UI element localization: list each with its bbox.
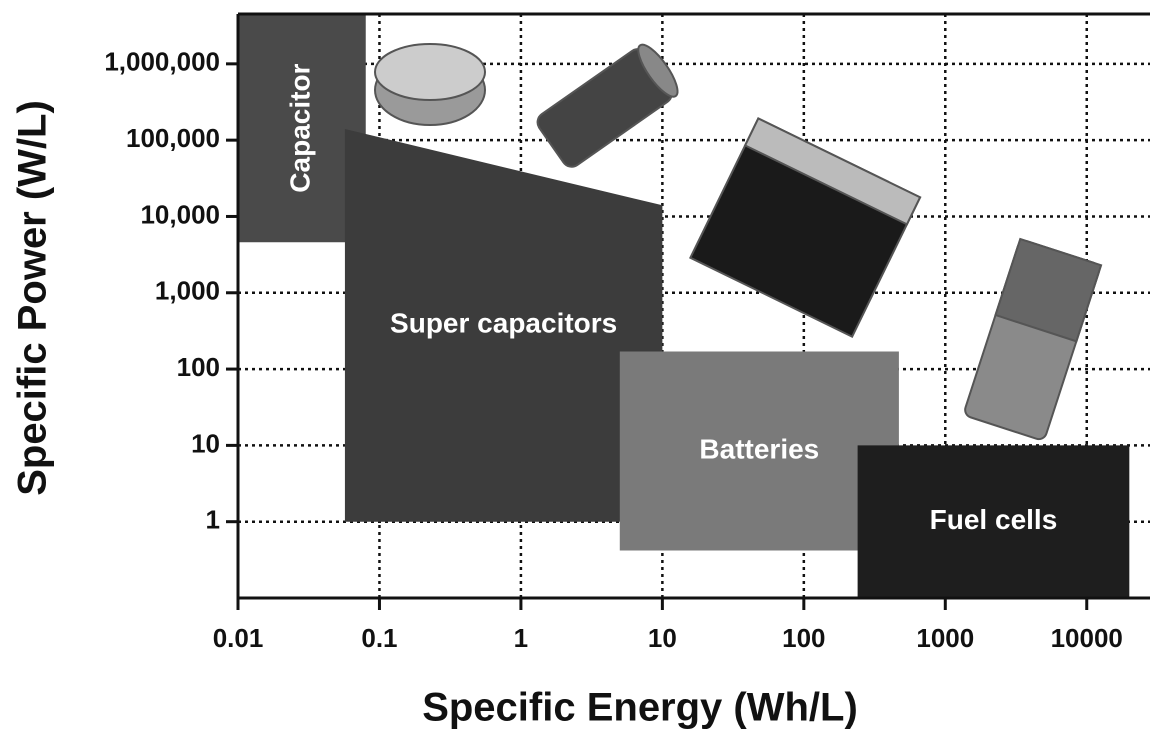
- y-tick-label: 1,000: [155, 276, 220, 306]
- region: [857, 445, 1130, 598]
- region-label: Batteries: [699, 433, 819, 464]
- region: [619, 351, 899, 551]
- region: [344, 129, 663, 522]
- x-tick-label: 10: [648, 623, 677, 653]
- y-tick-label: 10,000: [140, 199, 220, 229]
- fuel-cell-photo: [964, 237, 1103, 441]
- x-axis-title: Specific Energy (Wh/L): [422, 686, 858, 730]
- x-tick-label: 1: [514, 623, 528, 653]
- x-tick-label: 10000: [1051, 623, 1123, 653]
- region-label: Super capacitors: [390, 308, 617, 339]
- y-tick-label: 100,000: [126, 123, 220, 153]
- axes: [226, 12, 1150, 610]
- y-tick-label: 1,000,000: [104, 47, 220, 77]
- x-tick-label: 0.01: [213, 623, 264, 653]
- x-tick-label: 1000: [916, 623, 974, 653]
- y-tick-label: 1: [206, 505, 220, 535]
- y-tick-label: 100: [177, 352, 220, 382]
- y-tick-label: 10: [191, 428, 220, 458]
- product-photos: [374, 43, 1103, 441]
- region-label: Capacitor: [284, 63, 315, 192]
- x-tick-label: 100: [782, 623, 825, 653]
- coin-capacitor-top: [374, 43, 486, 101]
- labels: 0.01 0.1 1 10 100 1000 10000 1 10 100 1,000 10,000 1…: [104, 47, 1123, 653]
- ultracapacitor: [536, 43, 679, 168]
- y-axis-title: Specific Power (W/L): [11, 100, 55, 496]
- region-label: Fuel cells: [930, 504, 1058, 535]
- battery-photo: [689, 117, 922, 338]
- regions: Capacitor Super capacitors Batteries Fuel c…: [238, 14, 1130, 598]
- region: [238, 14, 366, 243]
- x-tick-label: 0.1: [361, 623, 397, 653]
